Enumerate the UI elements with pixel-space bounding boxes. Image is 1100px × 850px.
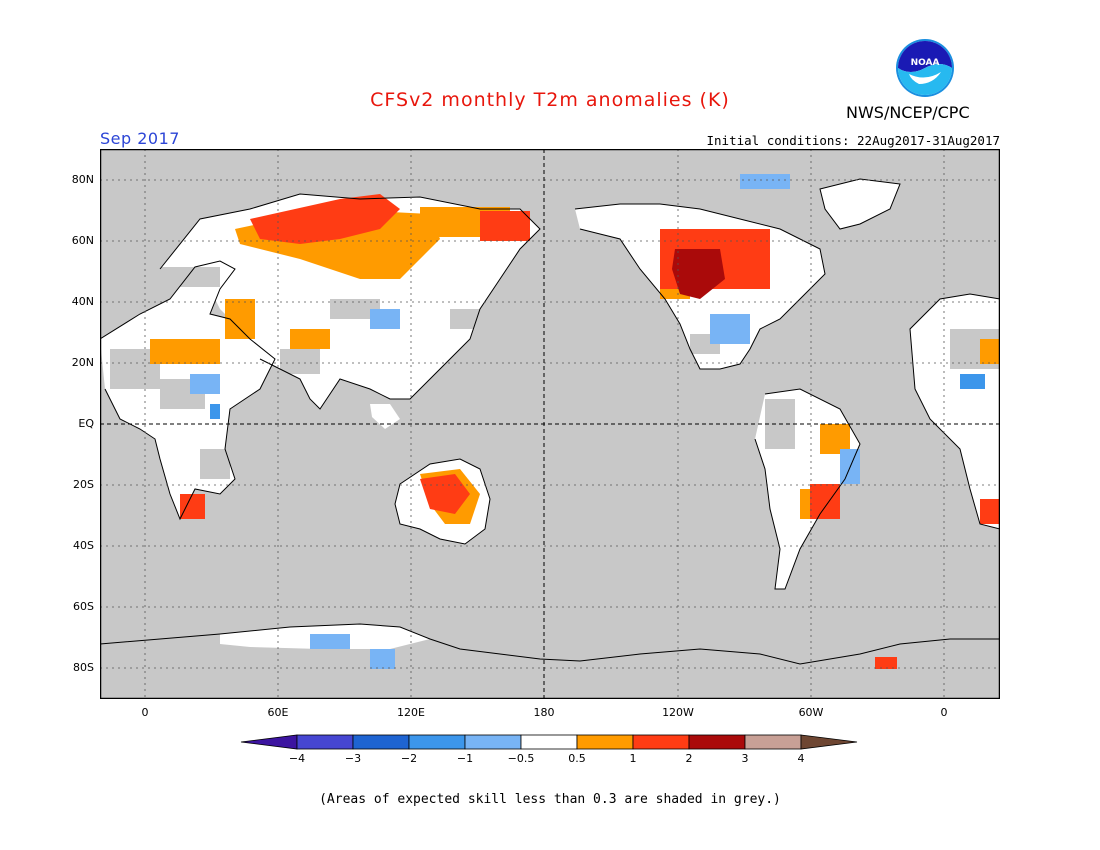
- lat-label: 40N: [71, 295, 94, 308]
- agency-label: NWS/NCEP/CPC: [846, 103, 970, 122]
- lat-label: EQ: [78, 417, 94, 430]
- lon-label: 60E: [267, 706, 289, 719]
- lon-label: 120W: [662, 706, 694, 719]
- colorbar-tick-label: −1: [456, 752, 474, 765]
- svg-text:NOAA: NOAA: [911, 58, 940, 68]
- footnote: (Areas of expected skill less than 0.3 a…: [319, 792, 781, 807]
- lat-label: 80S: [73, 661, 94, 674]
- lat-label: 60N: [71, 234, 94, 247]
- initial-conditions: Initial conditions: 22Aug2017-31Aug2017: [706, 133, 1001, 148]
- colorbar-tick-label: 2: [685, 752, 693, 765]
- colorbar-tick-label: −3: [344, 752, 362, 765]
- colorbar-segment: [520, 734, 578, 750]
- colorbar-tick-label: 0.5: [568, 752, 586, 765]
- colorbar-segment: [408, 734, 466, 750]
- colorbar-tick-label: 1: [629, 752, 637, 765]
- lat-label: 20S: [73, 478, 94, 491]
- lon-label: 0: [940, 706, 948, 719]
- colorbar-segment: [352, 734, 410, 750]
- colorbar-arrow-left: [240, 734, 298, 750]
- equator-dateline: [100, 149, 1000, 699]
- lat-label: 20N: [71, 356, 94, 369]
- coastlines: [100, 178, 1000, 665]
- lon-label: 120E: [397, 706, 425, 719]
- colorbar-segment: [296, 734, 354, 750]
- chart-title: CFSv2 monthly T2m anomalies (K): [370, 89, 730, 111]
- gridlines: [100, 149, 1000, 699]
- colorbar-tick-label: −4: [288, 752, 306, 765]
- colorbar-tick-label: 3: [741, 752, 749, 765]
- map-frame: [100, 149, 1000, 699]
- colorbar-segment: [744, 734, 802, 750]
- lon-label: 180: [533, 706, 555, 719]
- colorbar-segment: [576, 734, 634, 750]
- colorbar-tick-label: −2: [400, 752, 418, 765]
- anomaly-blue: [210, 374, 985, 419]
- lat-label: 60S: [73, 600, 94, 613]
- lat-label: 40S: [73, 539, 94, 552]
- lat-label: 80N: [71, 173, 94, 186]
- forecast-month: Sep 2017: [100, 129, 180, 148]
- colorbar-segment: [464, 734, 522, 750]
- anomaly-map: [100, 149, 1000, 699]
- colorbar-arrow-right: [800, 734, 858, 750]
- lon-label: 60W: [798, 706, 824, 719]
- colorbar-tick-label: 4: [797, 752, 805, 765]
- colorbar-segment: [688, 734, 746, 750]
- anomaly-darkred: [672, 249, 725, 299]
- lon-label: 0: [141, 706, 149, 719]
- colorbar-tick-label: −0.5: [507, 752, 535, 765]
- colorbar-segment: [632, 734, 690, 750]
- noaa-logo-icon: NOAA: [896, 39, 954, 97]
